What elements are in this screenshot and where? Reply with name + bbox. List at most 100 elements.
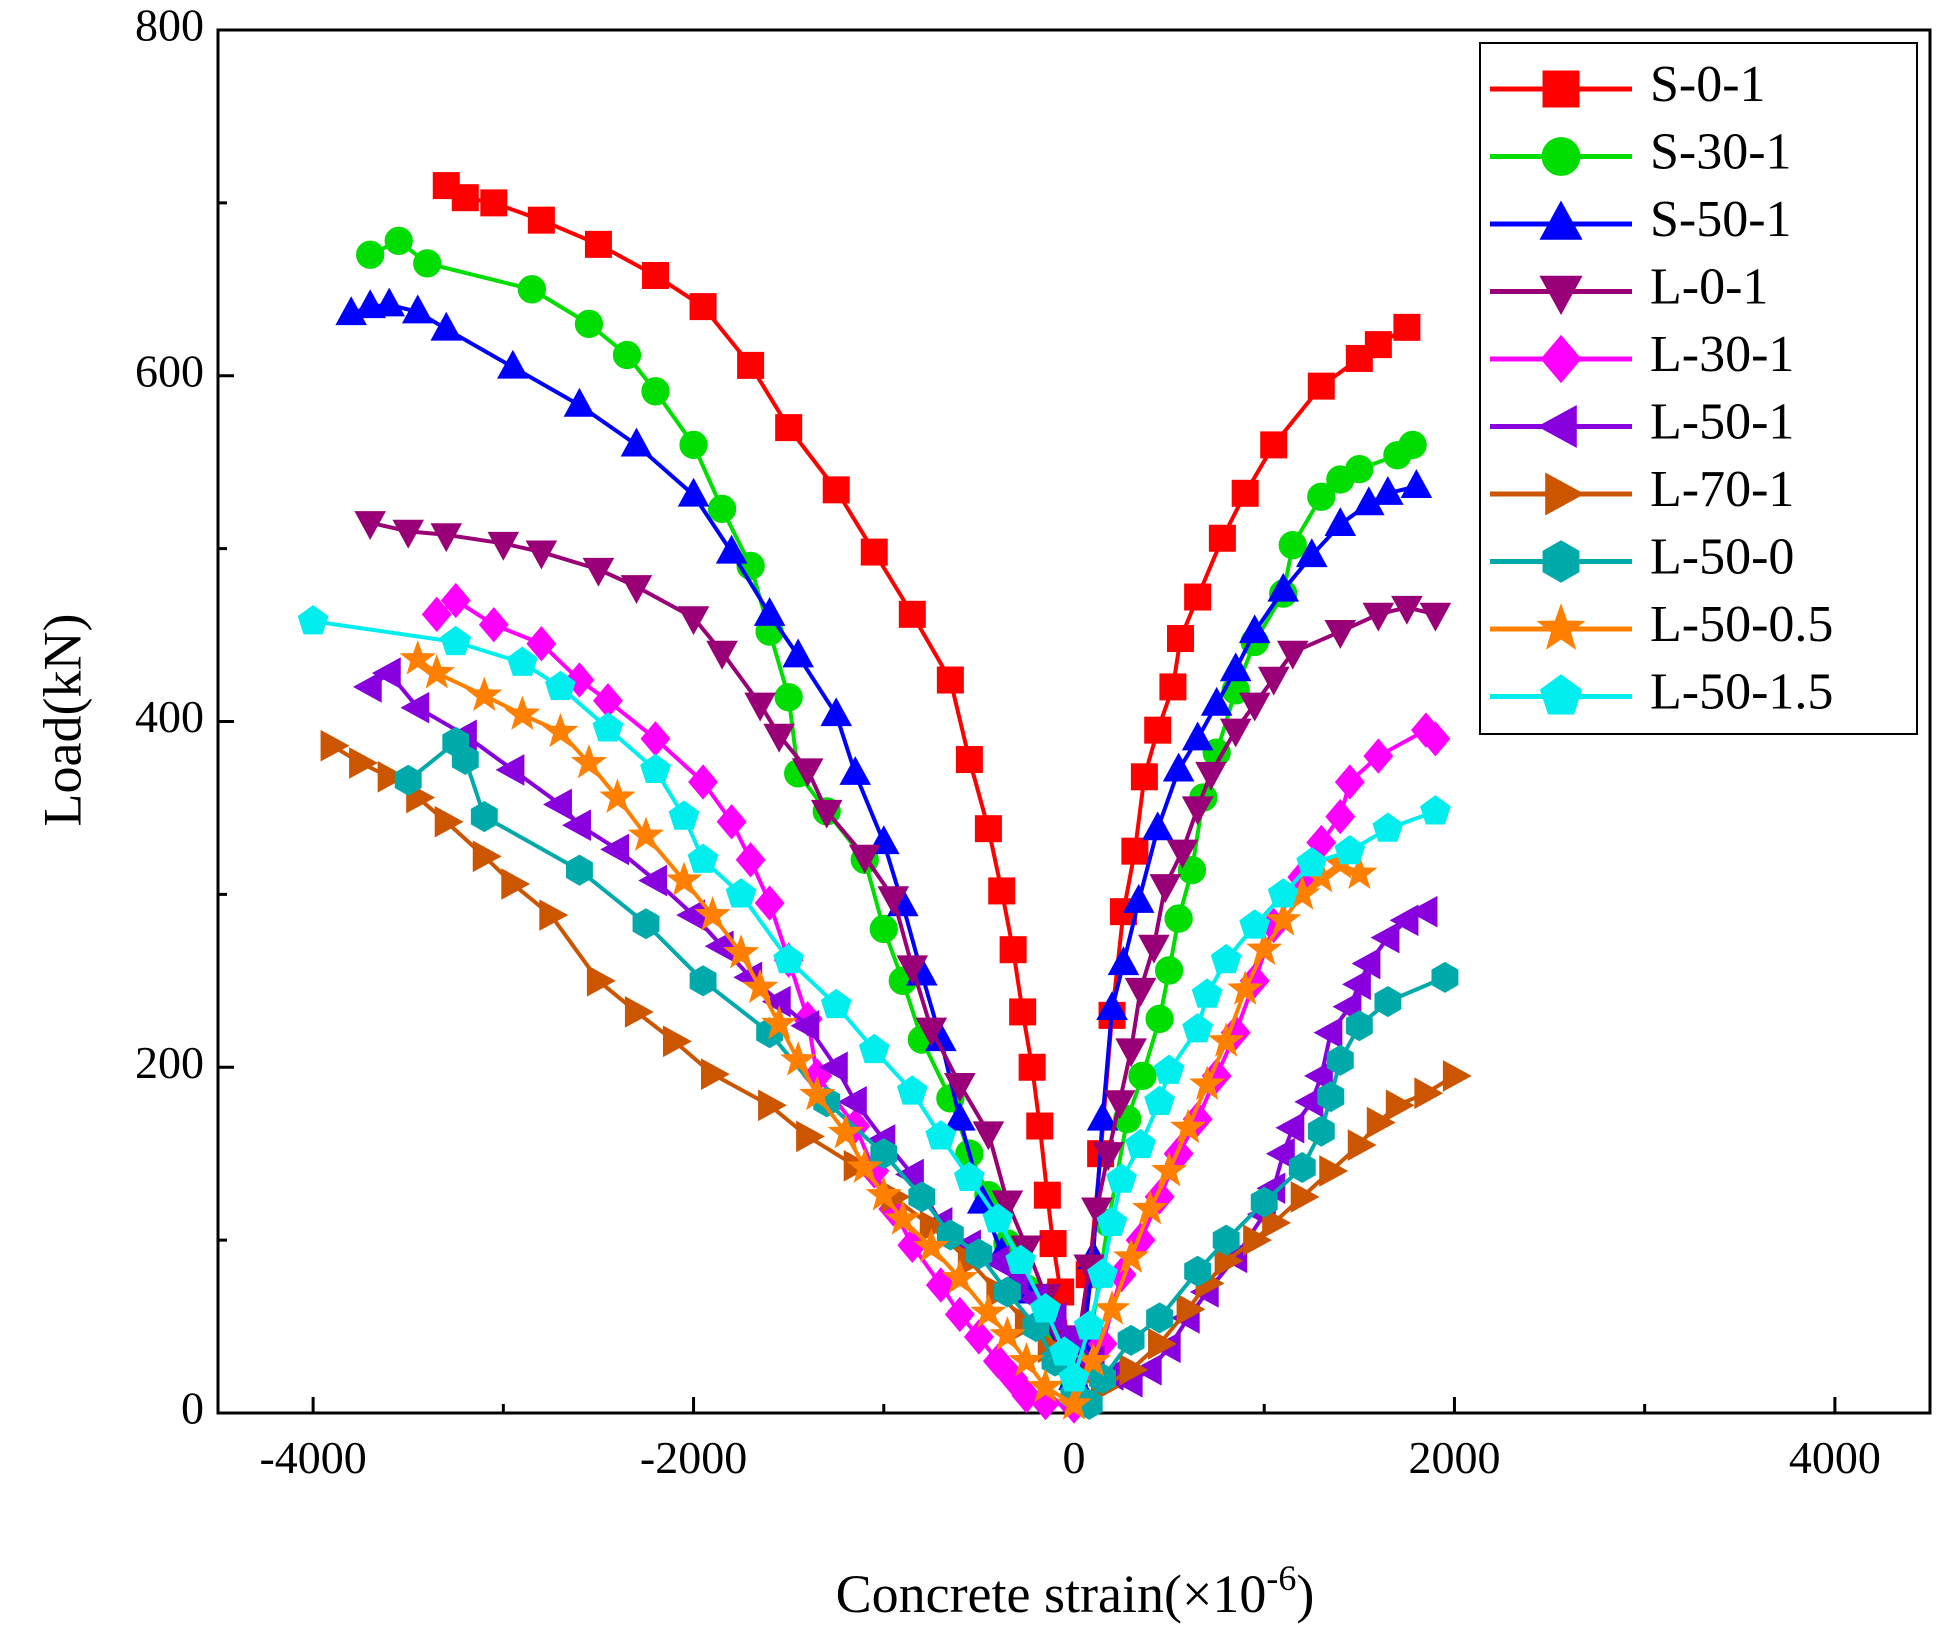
legend-item-L-70-1: L-70-1	[1490, 461, 1794, 518]
data-point	[1307, 372, 1335, 400]
series-L-0-1	[354, 511, 1452, 1388]
data-point	[782, 638, 814, 668]
data-point	[1009, 998, 1037, 1026]
data-point	[753, 597, 786, 626]
data-point	[384, 226, 413, 256]
data-point	[640, 753, 671, 784]
data-point	[371, 657, 401, 689]
legend-item-L-50-1: L-50-1	[1490, 393, 1794, 450]
data-point	[1130, 763, 1158, 791]
data-point	[1195, 761, 1227, 791]
data-point	[642, 261, 670, 289]
legend-item-L-50-0.5: L-50-0.5	[1490, 596, 1833, 653]
data-point	[1431, 961, 1459, 993]
data-point	[627, 816, 665, 851]
data-point	[896, 955, 929, 985]
data-point	[1106, 1163, 1137, 1193]
data-point	[822, 476, 850, 504]
data-point	[687, 843, 719, 873]
data-point	[1115, 1038, 1147, 1068]
legend-item-L-50-0: L-50-0	[1490, 528, 1794, 585]
data-point	[763, 723, 795, 753]
data-point	[401, 294, 434, 324]
data-point	[430, 311, 463, 341]
data-point	[525, 540, 558, 570]
data-point	[970, 1293, 1007, 1329]
data-point	[1276, 640, 1309, 670]
data-point	[377, 761, 407, 793]
data-point	[1149, 874, 1182, 904]
legend-marker	[1542, 540, 1580, 583]
series-L-50-1	[352, 657, 1438, 1398]
data-point	[418, 654, 455, 689]
data-point	[1391, 595, 1423, 625]
series-line-compression	[331, 743, 1076, 1377]
legend-marker	[1539, 674, 1583, 715]
data-point	[1058, 1362, 1090, 1392]
data-point	[1296, 847, 1328, 877]
data-point	[1374, 986, 1402, 1018]
data-point	[1164, 904, 1193, 933]
series-L-70-1	[320, 729, 1472, 1403]
data-point	[352, 671, 382, 703]
data-point	[1166, 839, 1199, 869]
data-point	[677, 477, 710, 507]
data-point	[620, 427, 653, 457]
data-point	[1208, 1022, 1245, 1057]
data-point	[1370, 921, 1400, 954]
data-point	[837, 1086, 867, 1118]
data-point	[600, 833, 630, 866]
data-point	[1400, 469, 1433, 498]
data-point	[563, 387, 596, 417]
data-point	[1170, 1108, 1207, 1144]
data-point	[506, 646, 538, 676]
data-point	[1107, 946, 1140, 976]
data-point	[394, 764, 422, 796]
data-point	[944, 1296, 975, 1333]
data-point	[1005, 1244, 1037, 1274]
data-point	[1181, 796, 1214, 826]
data-point	[640, 721, 671, 757]
data-point	[1420, 721, 1451, 757]
legend-label: L-30-1	[1650, 326, 1794, 383]
data-point	[1290, 1181, 1320, 1213]
series-L-50-0	[394, 726, 1459, 1420]
data-point	[972, 1121, 1005, 1151]
data-point	[944, 1072, 976, 1102]
x-tick-label: -4000	[259, 1432, 366, 1483]
data-point	[1351, 947, 1381, 980]
x-axis: -4000 -2000 0 2000 4000	[259, 1397, 1881, 1483]
data-point	[1442, 1060, 1472, 1092]
x-tick-label: 0	[1063, 1432, 1086, 1483]
data-point	[944, 1101, 976, 1131]
data-point	[1049, 1336, 1080, 1366]
data-point	[1153, 1054, 1185, 1084]
y-tick-label: 0	[181, 1383, 204, 1434]
data-point	[527, 206, 555, 234]
data-point	[570, 743, 608, 779]
data-point	[989, 1316, 1026, 1351]
data-point	[1128, 1061, 1157, 1091]
data-point	[1124, 977, 1157, 1007]
data-point	[773, 943, 805, 974]
data-point	[1267, 572, 1300, 602]
data-point	[1018, 1053, 1046, 1081]
legend-item-L-0-1: L-0-1	[1490, 258, 1768, 315]
data-point	[1231, 479, 1259, 507]
data-point	[1313, 1016, 1343, 1049]
legend-item-S-50-1: S-50-1	[1490, 191, 1792, 248]
data-point	[1246, 930, 1283, 966]
data-point	[913, 1228, 950, 1263]
data-point	[392, 519, 425, 549]
data-point	[1144, 1085, 1176, 1115]
data-point	[865, 1176, 902, 1211]
data-point	[869, 914, 898, 944]
data-point	[1238, 692, 1271, 722]
data-point	[1148, 1328, 1177, 1360]
data-point	[1307, 1115, 1335, 1147]
data-point	[624, 996, 654, 1028]
series-L-50-0.5	[399, 640, 1378, 1420]
data-point	[896, 1075, 928, 1105]
legend-marker	[1539, 275, 1583, 316]
